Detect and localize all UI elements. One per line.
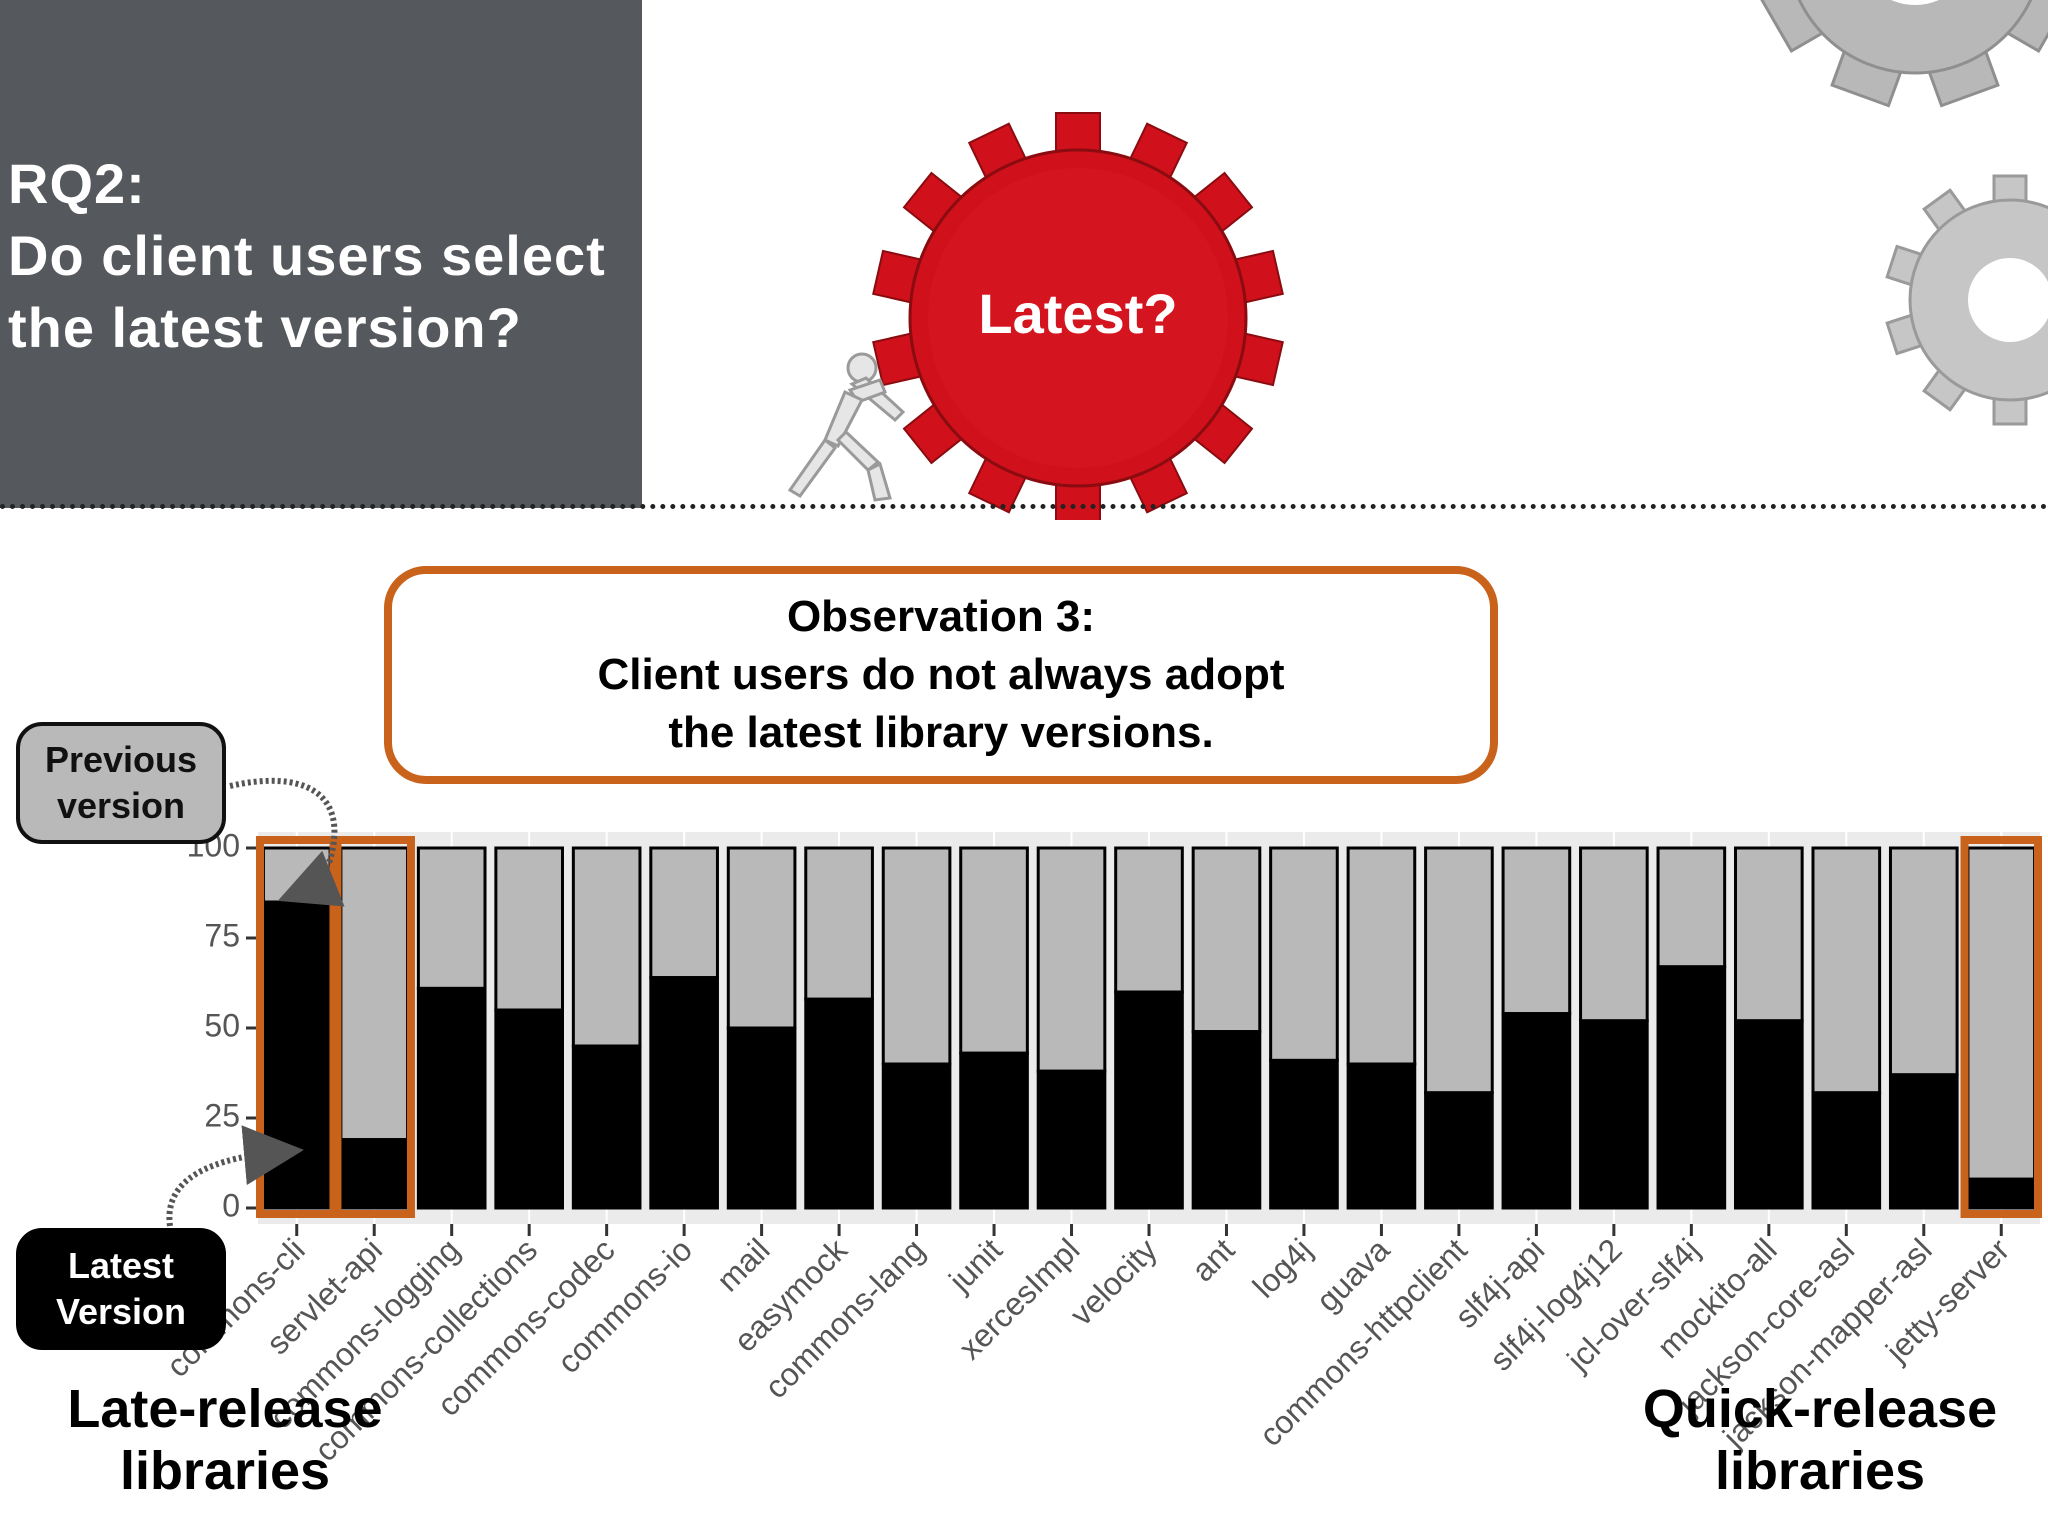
quick-release-label: Quick-release libraries (1620, 1378, 2020, 1502)
y-tick-label: 50 (204, 1007, 240, 1043)
bar-latest (1191, 1030, 1262, 1210)
bar-latest (649, 976, 719, 1210)
bar-latest (339, 1138, 410, 1210)
bar-latest (1114, 990, 1184, 1210)
bar-latest (416, 986, 487, 1210)
bar-previous (416, 846, 487, 990)
bar-previous (649, 846, 719, 980)
bar-previous (1888, 846, 1959, 1077)
bar-previous (1269, 846, 1339, 1062)
latest-version-callout: Latest Version (16, 1228, 226, 1350)
bar-latest (1346, 1062, 1417, 1210)
bar-latest (261, 900, 332, 1210)
observation-line-1: Client users do not always adopt (597, 650, 1285, 699)
bar-latest (1888, 1073, 1959, 1210)
highlight-box (333, 836, 415, 1218)
latest-arrow (166, 1125, 304, 1227)
bar-previous (881, 846, 952, 1066)
bar-previous (959, 846, 1029, 1055)
bar-previous (1656, 846, 1727, 969)
highlight-box (256, 836, 338, 1218)
late-release-label: Late-release libraries (40, 1378, 410, 1502)
bar-previous (571, 846, 642, 1048)
late-release-line-1: Late-release (67, 1379, 383, 1439)
bar-latest (1966, 1177, 2037, 1210)
x-tick-label: log4j (1246, 1231, 1319, 1304)
bar-latest (494, 1008, 564, 1210)
bar-previous (1966, 846, 2037, 1181)
grey-gear-large-icon (1759, 0, 2048, 108)
pushing-figure-icon (787, 352, 906, 502)
previous-callout-line-1: Previous (44, 739, 198, 780)
bar-latest (804, 997, 874, 1210)
bar-previous (1424, 846, 1494, 1095)
bar-latest (1269, 1058, 1339, 1210)
bar-latest (1036, 1069, 1107, 1210)
bar-latest (1656, 965, 1727, 1210)
observation-title: Observation 3: (786, 592, 1096, 641)
rq-label: RQ2: (8, 152, 146, 215)
bar-previous (1191, 846, 1262, 1034)
y-tick-label: 25 (204, 1097, 240, 1133)
research-question: RQ2: Do client users select the latest v… (8, 148, 648, 364)
x-tick-label: junit (941, 1231, 1009, 1299)
quick-release-line-1: Quick-release (1642, 1379, 1998, 1439)
header-panel (0, 0, 642, 508)
x-tick-label: velocity (1063, 1231, 1164, 1332)
bar-previous (1579, 846, 1649, 1023)
bar-latest (959, 1051, 1029, 1210)
y-tick-label: 0 (222, 1187, 240, 1223)
bar-previous (494, 846, 564, 1012)
grey-gear-small-icon (1885, 174, 2048, 426)
bar-previous (1036, 846, 1107, 1073)
bar-previous (804, 846, 874, 1001)
x-tick-label: ant (1185, 1231, 1242, 1288)
question-line-1: Do client users select (8, 224, 606, 287)
x-tick-label: mail (710, 1231, 777, 1298)
bar-previous (726, 846, 797, 1030)
bar-previous (1346, 846, 1417, 1066)
latest-callout-line-2: Version (55, 1291, 187, 1332)
bar-latest (881, 1062, 952, 1210)
bar-latest (571, 1044, 642, 1210)
red-gear-icon: Latest? (872, 112, 1284, 520)
y-tick-label: 75 (204, 917, 240, 953)
observation-line-2: the latest library versions. (668, 708, 1214, 757)
late-release-line-2: libraries (119, 1441, 331, 1501)
previous-version-callout: Previous version (16, 722, 226, 844)
gear-label: Latest? (978, 282, 1177, 345)
section-divider (0, 504, 2048, 509)
bar-latest (726, 1026, 797, 1210)
bar-latest (1579, 1019, 1649, 1210)
bar-previous (1501, 846, 1572, 1016)
previous-callout-line-2: version (56, 785, 186, 826)
latest-callout-line-1: Latest (67, 1245, 175, 1286)
bar-latest (1734, 1019, 1804, 1210)
observation-box: Observation 3: Client users do not alway… (384, 566, 1498, 784)
gears-illustration: Latest? (787, 0, 2048, 520)
bar-previous (1811, 846, 1882, 1095)
quick-release-line-2: libraries (1714, 1441, 1926, 1501)
bar-latest (1811, 1091, 1882, 1210)
question-line-2: the latest version? (8, 296, 522, 359)
bar-previous (339, 846, 410, 1142)
bar-previous (1734, 846, 1804, 1023)
bar-latest (1501, 1012, 1572, 1210)
bar-latest (1424, 1091, 1494, 1210)
highlight-box (1960, 836, 2042, 1218)
bar-previous (1114, 846, 1184, 994)
